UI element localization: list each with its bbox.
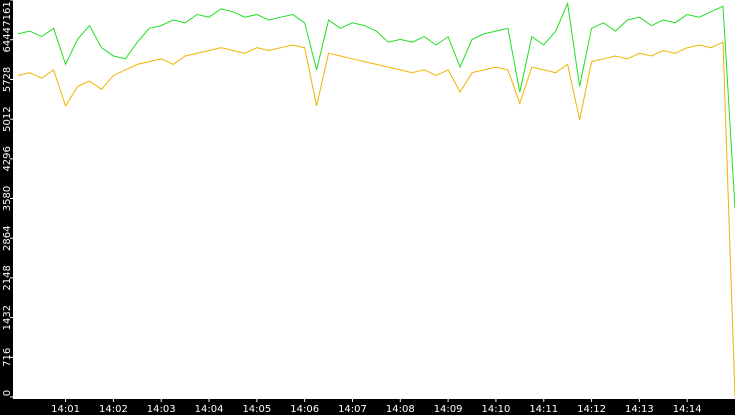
- y-tick-label: 7161: [2, 1, 13, 26]
- x-tick-label: 14:04: [195, 404, 224, 415]
- x-tick-label: 14:07: [338, 404, 367, 415]
- y-tick-label: 2148: [2, 265, 13, 290]
- x-tick-label: 14:12: [577, 404, 606, 415]
- y-tick-label: 6444: [2, 27, 13, 52]
- y-tick-label: 5012: [2, 106, 13, 131]
- x-tick-label: 14:08: [386, 404, 415, 415]
- y-tick-label: 2864: [2, 225, 13, 250]
- y-tick-label: 5728: [2, 67, 13, 92]
- series-line: [17, 1, 735, 209]
- series-line: [17, 41, 735, 398]
- x-tick-label: 14:14: [673, 404, 702, 415]
- y-tick-label: 0: [2, 390, 13, 396]
- x-tick-label: 14:05: [242, 404, 271, 415]
- x-tick-label: 14:13: [625, 404, 654, 415]
- y-tick-label: 4296: [2, 146, 13, 171]
- x-tick-label: 14:11: [529, 404, 558, 415]
- x-tick-label: 14:03: [147, 404, 176, 415]
- x-tick-label: 14:09: [434, 404, 463, 415]
- plot-area: [13, 0, 735, 399]
- y-tick-label: 1432: [2, 305, 13, 330]
- y-tick-label: 716: [2, 348, 13, 367]
- x-tick-label: 14:02: [99, 404, 128, 415]
- x-tick-label: 14:01: [51, 404, 80, 415]
- x-tick-label: 14:10: [482, 404, 511, 415]
- x-tick-label: 14:06: [290, 404, 319, 415]
- y-tick-label: 3580: [2, 186, 13, 211]
